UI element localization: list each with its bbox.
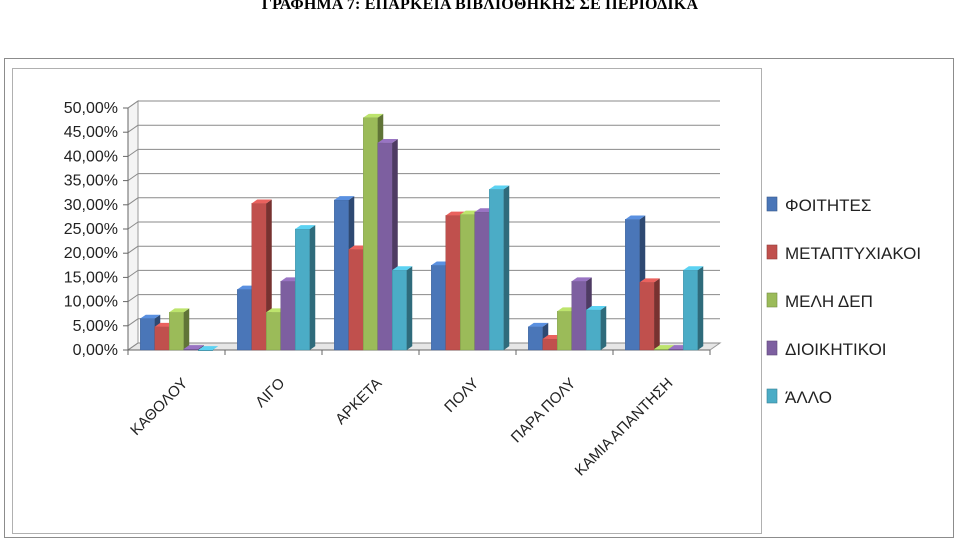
y-tick-label: 25,00%: [64, 221, 118, 238]
bar-top-2-0: [334, 196, 355, 200]
legend-swatch: [766, 292, 778, 308]
bar-side-2-4: [406, 266, 413, 350]
y-tick-label: 40,00%: [64, 148, 118, 165]
legend-label: ΔΙΟΙΚΗΤΙΚΟΙ: [785, 340, 887, 359]
bar-front-3-0: [431, 265, 446, 351]
gridline-side: [127, 173, 139, 182]
x-tick-label: ΠΟΛΥ: [441, 375, 482, 416]
y-tick-label: 15,00%: [64, 269, 118, 286]
gridline-side: [127, 221, 139, 230]
bar-front-3-3: [474, 211, 490, 351]
gridline-side: [127, 245, 139, 254]
bar-front-1-4: [295, 228, 310, 351]
bar-front-5-1: [639, 282, 655, 351]
bar-front-5-4: [683, 269, 698, 351]
x-tick-label: ΠΑΡΑ ΠΟΛΥ: [508, 375, 580, 447]
gridline-side: [127, 294, 139, 303]
bar-top-2-4: [392, 266, 413, 271]
x-tick-label: ΛΙΓΟ: [252, 375, 288, 411]
bar-front-3-4: [489, 189, 504, 351]
bar-top-2-3: [377, 138, 398, 143]
bar-front-5-0: [625, 219, 640, 351]
bar-top-1-1: [251, 199, 272, 204]
bar-front-0-1: [154, 326, 170, 351]
bar-top-0-0: [140, 314, 161, 319]
bar-top-0-2: [169, 308, 190, 313]
bar-front-3-2: [460, 214, 475, 351]
bar-front-4-0: [528, 326, 543, 351]
legend-label: ΦΟΙΤΗΤΕΣ: [785, 196, 871, 215]
bar-front-0-0: [140, 318, 155, 351]
bar-front-1-2: [266, 312, 281, 351]
bar-front-1-0: [237, 289, 252, 351]
bar-top-4-3: [571, 277, 592, 282]
gridline-side: [127, 124, 139, 133]
legend-label: ΜΕΛΗ ΔΕΠ: [785, 292, 873, 311]
y-tick-label: 20,00%: [64, 245, 118, 262]
bar-front-4-4: [586, 309, 601, 351]
bar-front-5-2: [654, 348, 669, 351]
gridline-side: [127, 148, 139, 157]
bar-top-5-1: [639, 278, 660, 283]
bar-side-0-2: [183, 308, 190, 350]
bar-top-5-4: [683, 266, 704, 271]
y-tick-label: 30,00%: [64, 197, 118, 214]
legend-swatch: [766, 388, 778, 404]
y-tick-label: 5,00%: [73, 318, 118, 335]
bar-front-0-2: [169, 312, 184, 351]
bar-top-1-4: [295, 225, 316, 229]
bar-top-0-4: [198, 346, 219, 350]
bar-front-3-1: [445, 215, 461, 351]
legend-swatch: [766, 196, 778, 212]
bar-top-5-0: [625, 215, 646, 220]
gridline-side: [127, 100, 139, 109]
bar-side-0-3: [198, 345, 204, 350]
bar-side-5-1: [654, 278, 660, 350]
y-tick-label: 45,00%: [64, 124, 118, 141]
bar-top-3-4: [489, 185, 510, 190]
gridline-side: [127, 342, 139, 351]
x-tick-label: ΚΑΘΟΛΟΥ: [127, 375, 191, 439]
bar-top-5-2: [654, 345, 675, 350]
bar-top-4-4: [586, 305, 607, 310]
legend-label: ΆΛΛΟ: [785, 388, 832, 407]
x-tick-label: ΚΑΜΙΑ ΑΠΑΝΤΗΣΗ: [572, 375, 677, 480]
bar-front-0-3: [183, 348, 199, 351]
x-tick-label: ΑΡΚΕΤΑ: [332, 375, 385, 428]
y-tick-label: 0,00%: [73, 342, 118, 359]
bar-front-4-2: [557, 311, 572, 351]
y-tick-label: 35,00%: [64, 173, 118, 190]
bar-front-2-1: [348, 249, 364, 351]
y-tick-label: 50,00%: [64, 100, 118, 117]
gridline-side: [127, 269, 139, 278]
bar-front-0-4: [198, 349, 213, 352]
plot-area-border: [12, 68, 762, 534]
legend-swatch: [766, 244, 778, 260]
bar-side-1-4: [309, 225, 316, 350]
bar-front-1-1: [251, 203, 267, 351]
bar-front-4-3: [571, 281, 587, 351]
bar-top-0-3: [183, 345, 204, 350]
bar-front-1-3: [280, 281, 296, 351]
bar-side-3-4: [503, 185, 510, 350]
bar-top-2-2: [363, 113, 384, 118]
bar-front-2-4: [392, 269, 407, 351]
y-tick-label: 10,00%: [64, 294, 118, 311]
gridline-side: [127, 318, 139, 327]
legend-swatch: [766, 340, 778, 356]
page-title: ΓΡΑΦΗΜΑ 7: ΕΠΑΡΚΕΙΑ ΒΙΒΛΙΟΘΗΚΗΣ ΣΕ ΠΕΡΙΟ…: [261, 0, 699, 13]
bar-front-2-3: [377, 142, 393, 351]
bar-front-2-0: [334, 199, 349, 351]
bar-top-4-0: [528, 322, 549, 327]
legend-label: ΜΕΤΑΠΤΥΧΙΑΚΟΙ: [785, 244, 921, 263]
bar-side-5-4: [697, 266, 704, 350]
bar-front-4-1: [542, 338, 558, 351]
bar-front-5-3: [668, 348, 684, 351]
gridline-side: [127, 197, 139, 206]
bar-front-2-2: [363, 117, 378, 351]
bar-side-4-4: [600, 305, 607, 350]
